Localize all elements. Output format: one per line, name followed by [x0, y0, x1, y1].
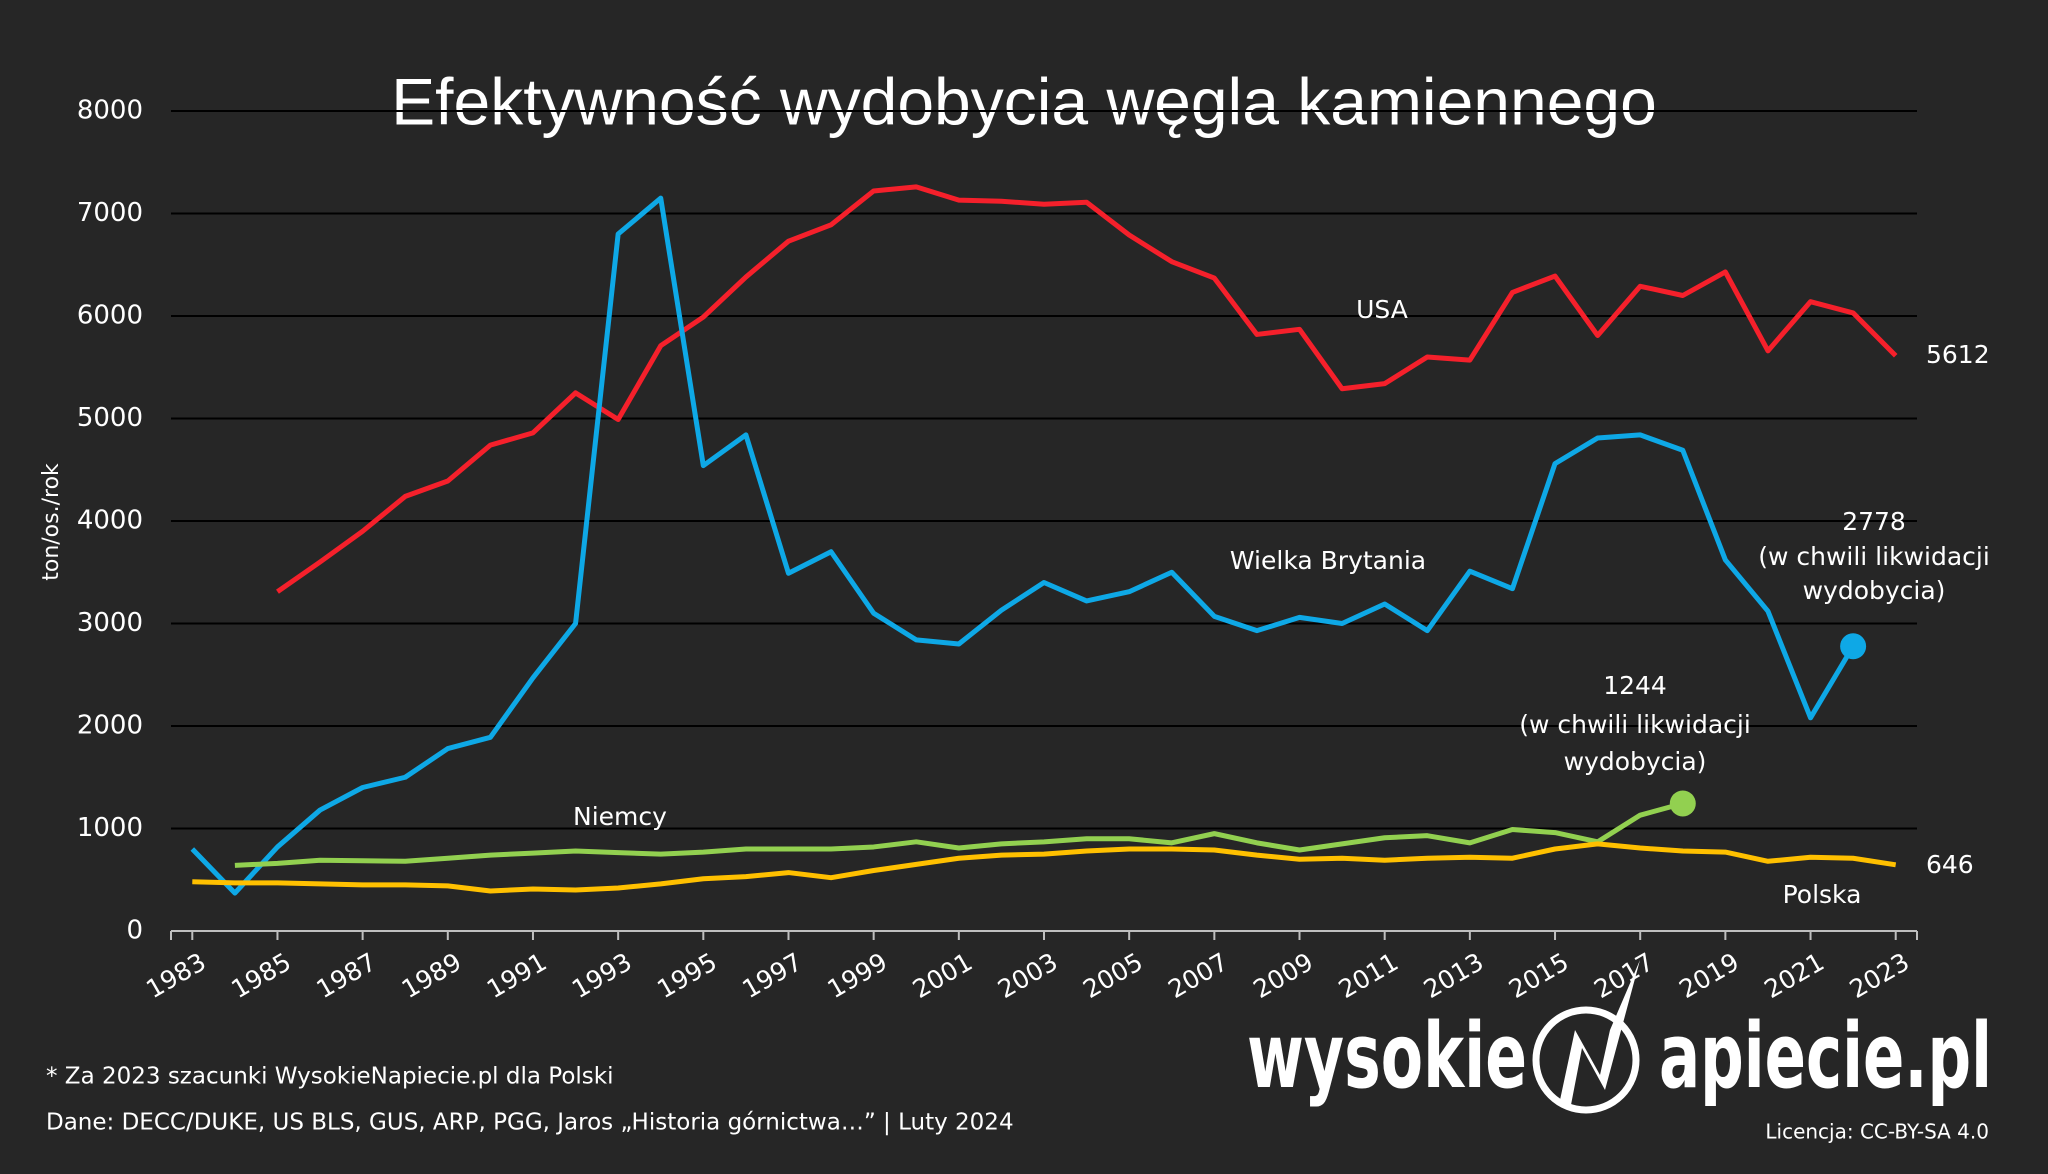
logo-text: apiecie.pl	[1659, 1004, 1992, 1109]
series-line	[192, 841, 1897, 894]
y-tick-label: 0	[126, 916, 143, 946]
annotation: (w chwili likwidacji	[1519, 710, 1751, 739]
annotation: wydobycia)	[1803, 576, 1946, 605]
logo-ring	[1532, 1006, 1640, 1114]
value-label: 2778	[1842, 507, 1906, 536]
logo-bolt	[1560, 960, 1640, 1110]
y-tick-label: 5000	[77, 403, 143, 433]
chart-title: Efektywność wydobycia węgla kamiennego	[391, 64, 1657, 138]
series-label: Wielka Brytania	[1230, 546, 1426, 575]
logo-icon	[1532, 960, 1640, 1114]
value-label: 1244	[1603, 671, 1667, 700]
y-tick-label: 2000	[77, 711, 143, 741]
annotation: wydobycia)	[1564, 747, 1707, 776]
footnote: * Za 2023 szacunki WysokieNapiecie.pl dl…	[46, 1064, 614, 1090]
series-label: USA	[1356, 295, 1408, 324]
value-label: 5612	[1926, 340, 1990, 369]
end-marker	[1669, 790, 1696, 817]
series-line	[234, 801, 1684, 868]
y-tick-label: 3000	[77, 608, 143, 638]
footnote: Dane: DECC/DUKE, US BLS, GUS, ARP, PGG, …	[46, 1110, 1014, 1136]
annotation: (w chwili likwidacji	[1758, 542, 1990, 571]
end-marker	[1840, 633, 1867, 660]
y-tick-label: 8000	[77, 96, 143, 126]
y-tick-label: 1000	[77, 813, 143, 843]
value-label: 646	[1926, 850, 1974, 879]
y-axis-label: ton/os./rok	[39, 463, 64, 581]
series-label: Niemcy	[573, 802, 667, 831]
series-line	[190, 195, 1856, 896]
y-tick-label: 7000	[77, 198, 143, 228]
series-label: Polska	[1783, 880, 1862, 909]
license: Licencja: CC-BY-SA 4.0	[1765, 1120, 1989, 1144]
y-tick-label: 4000	[77, 506, 143, 536]
y-tick-label: 6000	[77, 301, 143, 331]
series-line	[276, 184, 1898, 594]
logo-text: wysokie	[1247, 1004, 1527, 1109]
